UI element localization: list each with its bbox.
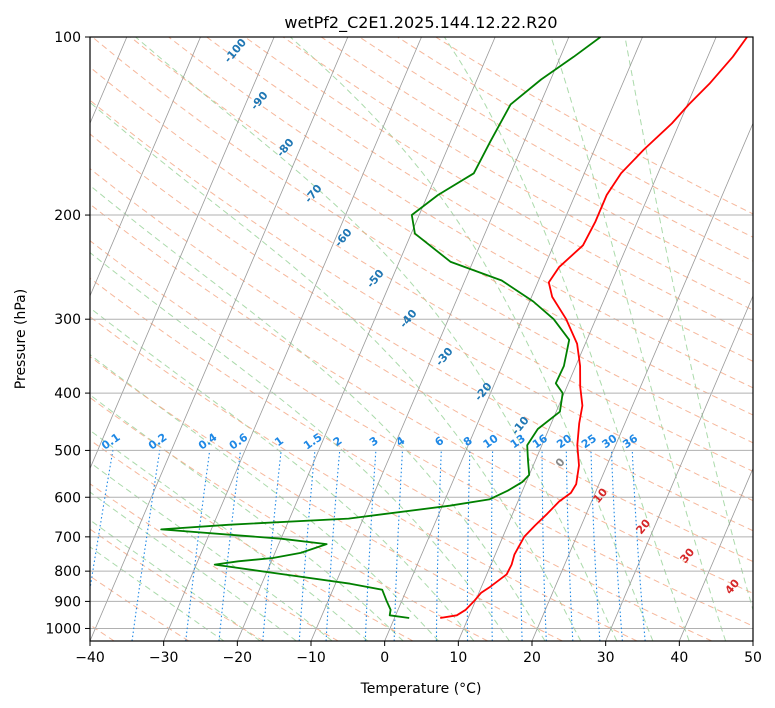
moist-adiabat-line xyxy=(90,101,582,641)
moist-adiabat-line xyxy=(135,37,618,641)
x-tick-label: −40 xyxy=(75,650,105,666)
plot-frame xyxy=(89,36,754,642)
isotherm-line xyxy=(163,37,422,641)
moist-adiabat-line xyxy=(443,37,690,641)
mixing-ratio-line xyxy=(218,450,242,641)
moist-adiabat-line xyxy=(90,519,261,641)
moist-adiabat-line xyxy=(90,354,439,641)
dry-adiabat-line xyxy=(90,356,563,641)
y-tick-label: 1000 xyxy=(45,621,81,637)
moist-adiabat-line xyxy=(90,307,475,641)
x-tick-label: −20 xyxy=(223,650,253,666)
mixing-ratio-line xyxy=(90,450,114,593)
y-tick-label: 500 xyxy=(54,443,81,459)
isotherm-line xyxy=(605,294,753,641)
dry-adiabat-line xyxy=(130,37,753,416)
dry-adiabat-line xyxy=(90,483,339,641)
profile-lines xyxy=(160,37,748,619)
isotherm-line xyxy=(90,37,201,297)
isotherm-line xyxy=(310,37,570,641)
isotherm-line xyxy=(457,37,717,641)
temperature-profile-line xyxy=(440,37,748,619)
x-tick-label: 0 xyxy=(380,650,389,666)
moist-adiabat-line xyxy=(90,546,225,641)
y-tick-label: 300 xyxy=(54,312,81,328)
x-tick-label: 30 xyxy=(597,650,615,666)
background-lines xyxy=(90,37,753,641)
isotherm-line xyxy=(384,37,643,641)
dewpoint-profile-line xyxy=(160,37,602,619)
moist-adiabat-line xyxy=(90,394,404,641)
mixing-ratio-line xyxy=(262,450,282,641)
isotherm-line xyxy=(531,122,753,641)
mixing-ratio-line xyxy=(131,450,161,641)
dry-adiabat-line xyxy=(90,240,753,627)
dry-adiabat-line xyxy=(90,528,264,641)
moist-adiabat-line xyxy=(90,491,297,641)
y-tick-label: 100 xyxy=(54,30,81,46)
dry-adiabat-line xyxy=(91,37,753,444)
x-axis-label: Temperature (°C) xyxy=(360,681,482,697)
x-tick-label: 50 xyxy=(744,650,762,666)
y-axis-label: Pressure (hPa) xyxy=(13,289,29,389)
isotherm-line xyxy=(90,37,349,641)
moist-adiabat-line xyxy=(624,37,753,612)
axes: −40 −30 −20 −10 0 10 20 30 40 50 100 200 300 400 500 60… xyxy=(45,30,762,666)
isotherm-line xyxy=(90,37,275,470)
x-tick-label: 40 xyxy=(670,650,688,666)
dry-adiabat-line xyxy=(90,203,753,594)
dry-adiabat-line xyxy=(282,37,753,311)
mixing-ratio-line xyxy=(185,450,211,641)
dry-adiabat-line xyxy=(90,277,712,641)
dry-adiabat-line xyxy=(90,316,638,641)
moist-adiabat-line xyxy=(90,251,510,641)
dry-adiabat-line xyxy=(90,99,753,502)
isotherm-line xyxy=(236,37,496,641)
x-tick-label: −10 xyxy=(296,650,326,666)
y-tick-label: 800 xyxy=(54,564,81,580)
x-tick-label: 10 xyxy=(449,650,467,666)
dry-adiabat-line xyxy=(168,37,753,389)
moist-adiabat-line xyxy=(90,429,369,641)
y-tick-label: 200 xyxy=(54,208,81,224)
dry-adiabat-line xyxy=(244,37,753,336)
y-tick-label: 600 xyxy=(54,490,81,506)
moist-adiabat-line xyxy=(90,461,333,641)
y-tick-label: 900 xyxy=(54,594,81,610)
x-tick-label: 20 xyxy=(523,650,541,666)
x-tick-label: −30 xyxy=(149,650,179,666)
moist-adiabat-line xyxy=(550,37,727,641)
y-tick-label: 700 xyxy=(54,530,81,546)
y-tick-label: 400 xyxy=(54,386,81,402)
chart-title: wetPf2_C2E1.2025.144.12.22.R20 xyxy=(284,13,557,33)
moist-adiabat-line xyxy=(90,184,546,641)
isotherm-line xyxy=(678,467,753,641)
dry-adiabat-line xyxy=(90,133,753,532)
